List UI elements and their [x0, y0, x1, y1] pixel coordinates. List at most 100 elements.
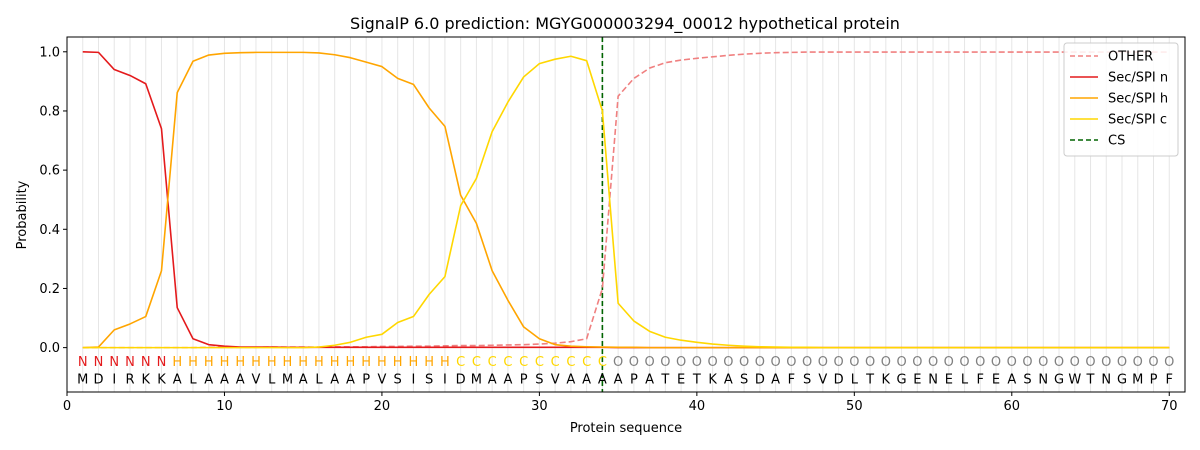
region-label: C — [582, 355, 591, 370]
residue-label: A — [614, 373, 623, 388]
region-label: O — [912, 355, 922, 370]
region-label: O — [676, 355, 686, 370]
region-label: O — [629, 355, 639, 370]
region-label: H — [393, 355, 403, 370]
residue-label: A — [220, 373, 229, 388]
residue-label: I — [412, 373, 416, 388]
residue-label: A — [598, 373, 607, 388]
region-label: O — [991, 355, 1001, 370]
residue-label: A — [1007, 373, 1016, 388]
residue-label: G — [1054, 373, 1064, 388]
y-tick-label: 1.0 — [39, 45, 60, 60]
region-label: H — [346, 355, 356, 370]
x-tick-label: 0 — [63, 399, 71, 414]
y-tick-label: 0.8 — [39, 104, 60, 119]
residue-label: I — [112, 373, 116, 388]
residue-label: T — [660, 373, 669, 388]
residue-label: F — [1166, 373, 1173, 388]
region-label: O — [1117, 355, 1127, 370]
region-label: O — [865, 355, 875, 370]
residue-label: K — [157, 373, 166, 388]
region-label: O — [786, 355, 796, 370]
residue-label: A — [488, 373, 497, 388]
grid-layer — [82, 37, 1170, 392]
residue-label: D — [834, 373, 844, 388]
residue-label: V — [818, 373, 827, 388]
residue-label: G — [1117, 373, 1127, 388]
residue-label: N — [928, 373, 938, 388]
residue-label: L — [315, 373, 323, 388]
residue-label: F — [977, 373, 984, 388]
residue-label: V — [252, 373, 261, 388]
plot-frame — [66, 36, 1186, 393]
region-label: H — [377, 355, 387, 370]
legend-entry: Sec/SPI c — [1108, 113, 1167, 128]
region-label: C — [598, 355, 607, 370]
region-label: H — [298, 355, 308, 370]
region-label: H — [188, 355, 198, 370]
x-axis-label: Protein sequence — [570, 421, 682, 436]
residue-label: A — [645, 373, 654, 388]
region-label: O — [975, 355, 985, 370]
residue-label: E — [992, 373, 1000, 388]
residue-label: P — [1150, 373, 1158, 388]
residue-label: P — [362, 373, 370, 388]
residue-label: S — [394, 373, 402, 388]
region-label: O — [1070, 355, 1080, 370]
region-label: O — [739, 355, 749, 370]
residue-label: S — [740, 373, 748, 388]
region-label: C — [456, 355, 465, 370]
region-label: O — [896, 355, 906, 370]
residue-label: W — [1068, 373, 1081, 388]
x-tick-label: 70 — [1161, 399, 1178, 414]
series-line-other — [82, 51, 1170, 349]
residue-label: A — [330, 373, 339, 388]
y-tick-label: 0.0 — [39, 341, 60, 356]
residue-label: P — [520, 373, 528, 388]
residue-label: M — [77, 373, 88, 388]
residue-label: A — [204, 373, 213, 388]
residue-label: S — [803, 373, 811, 388]
region-label: H — [409, 355, 419, 370]
region-label: O — [928, 355, 938, 370]
region-label: O — [881, 355, 891, 370]
region-label: N — [78, 355, 88, 370]
residue-label: F — [788, 373, 795, 388]
region-label: C — [519, 355, 528, 370]
region-label: N — [109, 355, 119, 370]
residue-label: D — [456, 373, 466, 388]
region-label: O — [770, 355, 780, 370]
residue-label: M — [282, 373, 293, 388]
legend: OTHER Sec/SPI n Sec/SPI h Sec/SPI c CS — [1063, 42, 1179, 157]
residue-label: A — [771, 373, 780, 388]
region-label: O — [1007, 355, 1017, 370]
region-label: C — [472, 355, 481, 370]
legend-entry: CS — [1108, 134, 1125, 149]
region-label: O — [1101, 355, 1111, 370]
region-label: H — [361, 355, 371, 370]
region-label: H — [330, 355, 340, 370]
residue-label: S — [425, 373, 433, 388]
residue-label: N — [1101, 373, 1111, 388]
region-label: O — [707, 355, 717, 370]
residue-label: A — [566, 373, 575, 388]
region-label: C — [566, 355, 575, 370]
region-label: N — [125, 355, 135, 370]
residue-label: T — [865, 373, 874, 388]
region-label: C — [535, 355, 544, 370]
region-label: N — [157, 355, 167, 370]
legend-entry: Sec/SPI h — [1108, 92, 1168, 107]
region-label: O — [1164, 355, 1174, 370]
region-label: O — [613, 355, 623, 370]
residue-label: A — [346, 373, 355, 388]
region-label: O — [723, 355, 733, 370]
region-label: H — [220, 355, 230, 370]
region-label: C — [488, 355, 497, 370]
residue-label: A — [173, 373, 182, 388]
residue-label: A — [299, 373, 308, 388]
x-tick-label: 10 — [216, 399, 233, 414]
residue-label: E — [677, 373, 685, 388]
residue-label: I — [443, 373, 447, 388]
residue-label: E — [913, 373, 921, 388]
region-label: O — [1085, 355, 1095, 370]
